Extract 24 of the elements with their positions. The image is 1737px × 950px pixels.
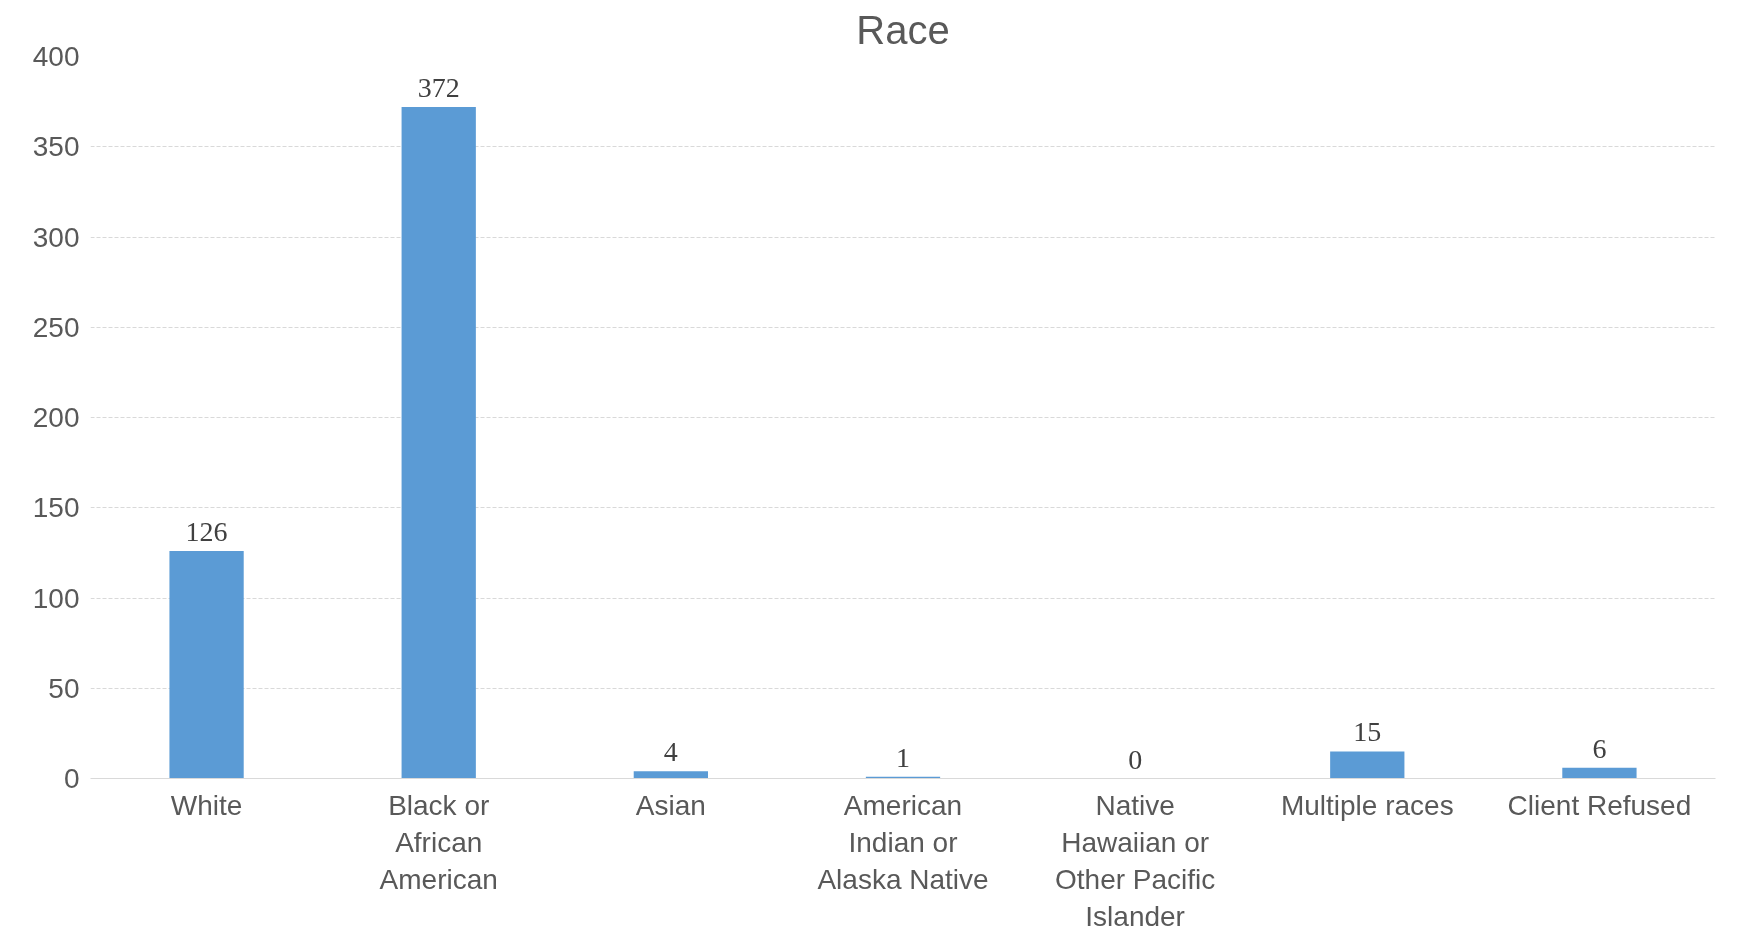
data-label: 0: [1128, 743, 1143, 775]
data-label: 1: [896, 741, 910, 773]
y-tick-label: 300: [32, 221, 80, 253]
y-tick-label: 350: [32, 131, 80, 163]
chart-title: Race: [856, 7, 950, 52]
x-tick-label: Black or African American: [379, 789, 498, 895]
x-tick-label: Asian: [635, 789, 706, 821]
data-label: 15: [1353, 716, 1382, 748]
y-tick-label: 150: [32, 492, 80, 524]
x-tick-label: Multiple races: [1280, 789, 1454, 821]
x-tick-label: American Indian or Alaska Native: [817, 789, 989, 895]
y-tick-label: 200: [32, 402, 80, 433]
y-tick-label: 50: [48, 672, 80, 704]
y-tick-label: 400: [32, 41, 80, 72]
y-tick-label: 0: [63, 763, 80, 794]
data-label: 126: [185, 516, 228, 548]
x-tick-label: Native Hawaiian or Other Pacific Islander: [1055, 789, 1216, 933]
y-tick-label: 250: [32, 311, 80, 343]
data-label: 372: [417, 72, 460, 104]
y-tick-label: 100: [32, 582, 80, 614]
data-label: 6: [1592, 732, 1607, 764]
data-label: 4: [663, 736, 678, 768]
x-tick-label: White: [170, 789, 243, 821]
x-tick-label: Client Refused: [1507, 789, 1692, 821]
